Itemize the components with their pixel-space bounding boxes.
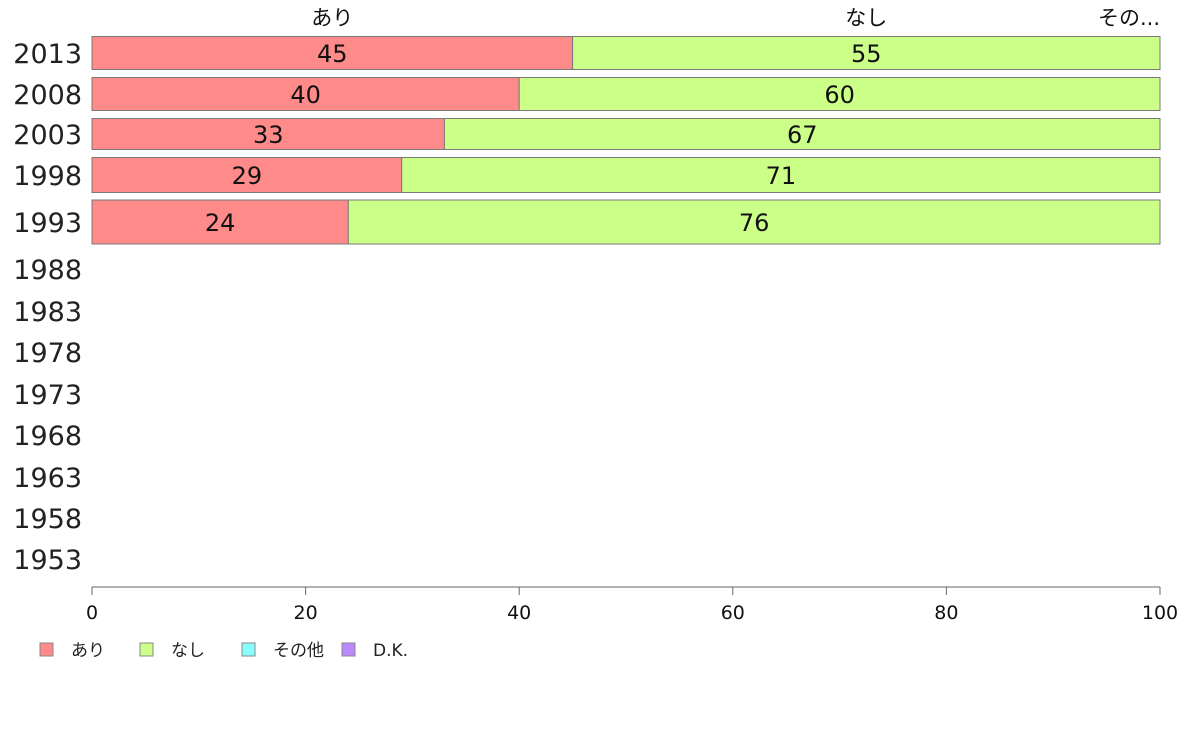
year-label-2013: 2013: [13, 39, 82, 70]
value-label-2008-あり: 40: [290, 81, 321, 109]
bar-1993-なし: [347, 199, 1161, 245]
legend-label-その他: その他: [273, 641, 324, 661]
top-label-0: あり: [311, 6, 353, 30]
bar-1998-あり: [91, 157, 403, 193]
legend: あり なし その他 D.K.: [39, 641, 408, 661]
year-label-1963: 1963: [13, 463, 82, 494]
top-label-1: なし: [845, 6, 887, 30]
year-label-2003: 2003: [13, 120, 82, 151]
legend-swatch-その他: [241, 642, 256, 657]
year-label-1983: 1983: [13, 297, 82, 328]
legend-swatch-D.K.: [341, 642, 356, 657]
x-tick-label-0: 0: [86, 602, 98, 624]
value-label-2013-なし: 55: [851, 40, 882, 68]
x-tick-label-40: 40: [507, 602, 531, 624]
bar-2008-なし: [518, 77, 1161, 111]
year-label-1978: 1978: [13, 338, 82, 369]
bar-2003-なし: [443, 118, 1161, 150]
legend-label-なし: なし: [171, 641, 205, 661]
x-tick-label-20: 20: [294, 602, 318, 624]
top-label-2: その...: [1098, 6, 1160, 30]
year-label-1988: 1988: [13, 255, 82, 286]
legend-label-D.K.: D.K.: [373, 641, 408, 661]
value-label-2008-なし: 60: [824, 81, 855, 109]
year-label-1993: 1993: [13, 208, 82, 239]
legend-swatch-あり: [39, 642, 54, 657]
top-segment-labels: あり なし その...: [311, 6, 1160, 30]
year-label-1968: 1968: [13, 421, 82, 452]
value-label-1993-あり: 24: [205, 209, 236, 237]
x-tick-label-60: 60: [721, 602, 745, 624]
value-label-2013-あり: 45: [317, 40, 348, 68]
value-label-1998-あり: 29: [232, 162, 263, 190]
x-tick-label-80: 80: [934, 602, 958, 624]
year-label-1973: 1973: [13, 380, 82, 411]
year-label-1958: 1958: [13, 504, 82, 535]
legend-swatch-なし: [139, 642, 154, 657]
year-label-1998: 1998: [13, 161, 82, 192]
bar-1998-なし: [401, 157, 1161, 193]
year-label-2008: 2008: [13, 80, 82, 111]
value-label-2003-なし: 67: [787, 121, 818, 149]
chart-rows: 2013 45 55 2008 40 60 2003 33 67 1998 29 71 1993 24 76…: [13, 36, 1161, 576]
legend-label-あり: あり: [71, 641, 105, 661]
x-tick-label-100: 100: [1142, 602, 1178, 624]
year-label-1953: 1953: [13, 545, 82, 576]
value-label-1998-なし: 71: [766, 162, 797, 190]
bar-1993-あり: [91, 199, 349, 245]
value-label-1993-なし: 76: [739, 209, 770, 237]
bar-2003-あり: [91, 118, 445, 150]
bar-2013-なし: [572, 36, 1161, 70]
x-axis: 0 20 40 60 80 100: [86, 586, 1178, 624]
value-label-2003-あり: 33: [253, 121, 284, 149]
bar-2008-あり: [91, 77, 520, 111]
bar-2013-あり: [91, 36, 574, 70]
